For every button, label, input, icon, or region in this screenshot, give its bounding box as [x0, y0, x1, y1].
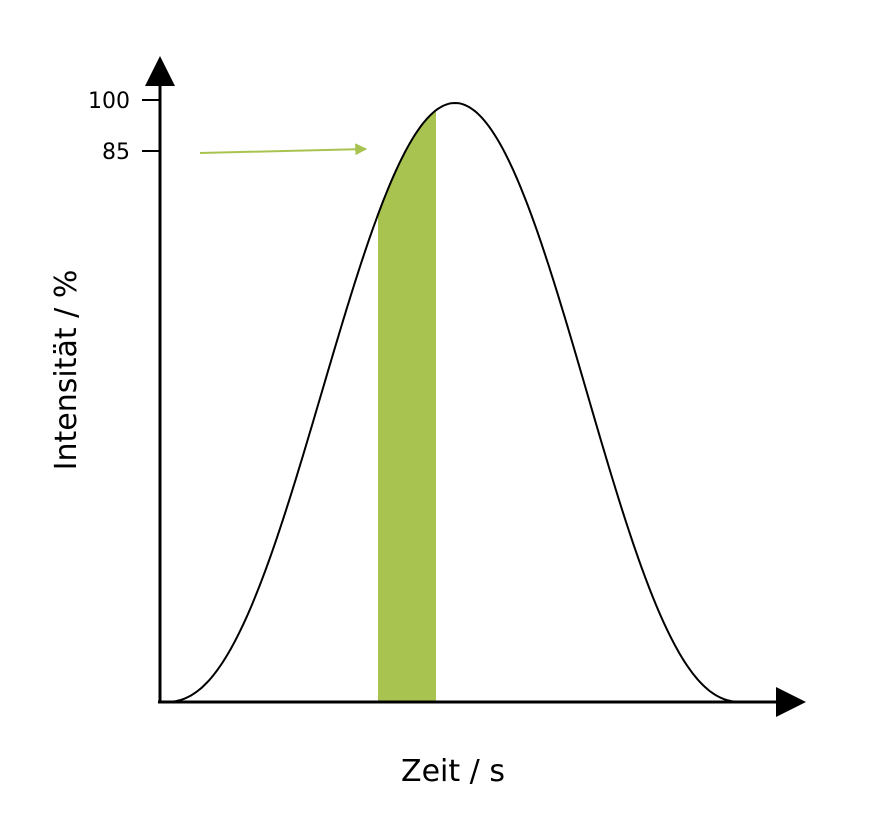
y-ticks: 100 85	[88, 89, 160, 165]
peak-curve	[165, 103, 741, 702]
y-axis-label: Intensität / %	[49, 270, 84, 471]
threshold-arrow	[200, 149, 366, 153]
y-tick-label-100: 100	[88, 89, 130, 114]
y-tick-label-85: 85	[102, 140, 130, 165]
x-axis-label: Zeit / s	[401, 754, 505, 789]
highlight-band	[378, 110, 436, 702]
